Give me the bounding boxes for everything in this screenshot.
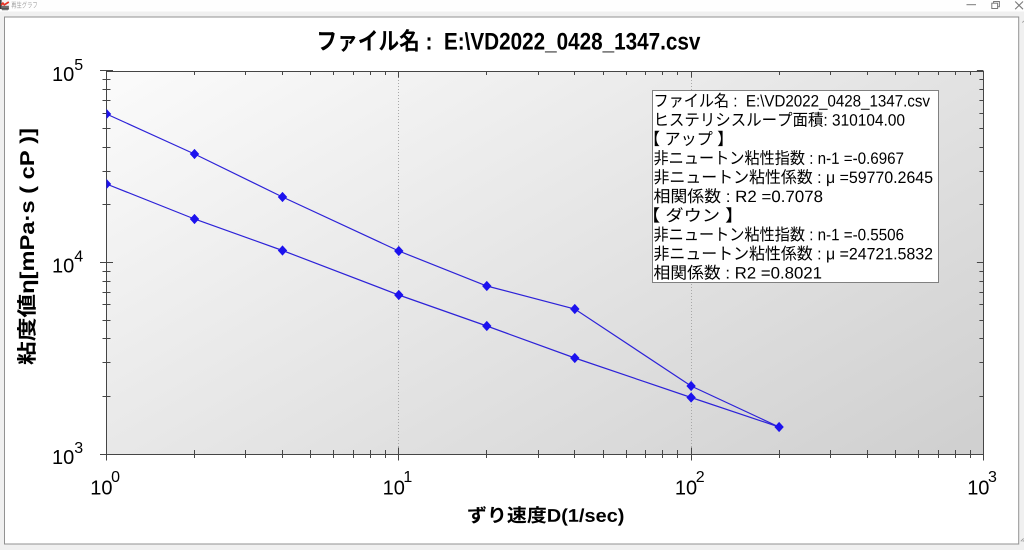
svg-text:2: 2 <box>696 469 705 486</box>
svg-text:10: 10 <box>52 256 74 278</box>
svg-text:10: 10 <box>90 478 112 500</box>
svg-text:4: 4 <box>74 248 83 265</box>
svg-text:10: 10 <box>52 64 74 86</box>
svg-text:10: 10 <box>52 447 74 469</box>
svg-text:3: 3 <box>74 440 83 457</box>
svg-text:10: 10 <box>675 478 697 500</box>
svg-text:0: 0 <box>111 469 120 486</box>
svg-text:5: 5 <box>74 57 83 74</box>
svg-text:1: 1 <box>403 469 412 486</box>
svg-text:3: 3 <box>988 469 997 486</box>
svg-text:10: 10 <box>383 478 405 500</box>
svg-text:10: 10 <box>967 478 989 500</box>
